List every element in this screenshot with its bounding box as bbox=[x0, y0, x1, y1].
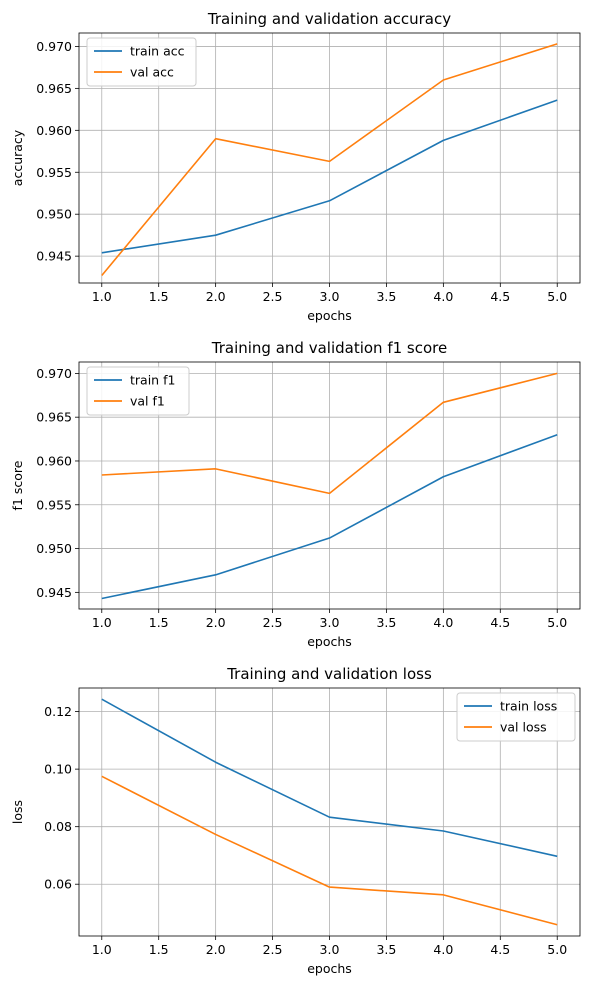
y-tick-label: 0.965 bbox=[36, 410, 72, 425]
y-tick-label: 0.955 bbox=[36, 497, 72, 512]
x-tick-label: 3.0 bbox=[320, 289, 340, 304]
legend: train loss val loss bbox=[456, 692, 576, 742]
chart-panel-3: 1.0 1.5 2.0 2.5 3.0 3.5 4.0 4.5 5.0 0.06 0.08 0.10 0… bbox=[10, 665, 581, 976]
x-tick-label: 2.5 bbox=[263, 615, 283, 630]
x-tick-label: 3.5 bbox=[376, 289, 396, 304]
y-tick-label: 0.955 bbox=[36, 165, 72, 180]
x-tick-label: 4.0 bbox=[433, 615, 453, 630]
x-tick-label: 3.5 bbox=[376, 942, 396, 957]
legend: train acc val acc bbox=[86, 37, 197, 87]
x-tick-label: 4.5 bbox=[490, 289, 510, 304]
y-tick-label: 0.945 bbox=[36, 585, 72, 600]
series-line-1 bbox=[101, 698, 558, 858]
series-line-1 bbox=[101, 99, 558, 254]
y-tick-label: 0.06 bbox=[44, 877, 72, 892]
legend-box bbox=[86, 366, 190, 416]
chart-title: Training and validation accuracy bbox=[207, 10, 451, 28]
x-tick-label: 2.5 bbox=[263, 289, 283, 304]
x-tick-label: 1.0 bbox=[92, 289, 112, 304]
legend-label-2: val f1 bbox=[130, 394, 165, 409]
x-tick-label: 3.0 bbox=[320, 615, 340, 630]
x-tick-label: 2.0 bbox=[206, 289, 226, 304]
x-tick-label: 1.5 bbox=[149, 942, 169, 957]
series-line-2 bbox=[101, 775, 558, 926]
y-axis-label: accuracy bbox=[10, 129, 25, 186]
y-tick-label: 0.08 bbox=[44, 819, 72, 834]
y-tick-label: 0.970 bbox=[36, 39, 72, 54]
y-tick-label: 0.965 bbox=[36, 81, 72, 96]
x-tick-label: 5.0 bbox=[547, 942, 567, 957]
legend-label-1: train loss bbox=[500, 699, 557, 714]
legend-box bbox=[86, 37, 197, 87]
x-tick-label: 1.0 bbox=[92, 615, 112, 630]
x-tick-label: 2.0 bbox=[206, 615, 226, 630]
series-line-1 bbox=[101, 433, 558, 600]
x-tick-label: 3.0 bbox=[320, 942, 340, 957]
series-line-2 bbox=[101, 43, 558, 276]
series-line-2 bbox=[101, 372, 558, 495]
legend-label-1: train acc bbox=[130, 44, 185, 59]
x-tick-label: 4.5 bbox=[490, 942, 510, 957]
legend-label-2: val loss bbox=[500, 720, 547, 735]
y-tick-label: 0.12 bbox=[44, 704, 72, 719]
x-tick-label: 1.5 bbox=[149, 615, 169, 630]
x-tick-label: 5.0 bbox=[547, 289, 567, 304]
x-tick-label: 4.0 bbox=[433, 942, 453, 957]
x-tick-label: 2.0 bbox=[206, 942, 226, 957]
y-tick-label: 0.960 bbox=[36, 453, 72, 468]
y-tick-label: 0.970 bbox=[36, 366, 72, 381]
x-tick-label: 3.5 bbox=[376, 615, 396, 630]
x-axis-label: epochs bbox=[307, 308, 352, 323]
x-tick-label: 4.5 bbox=[490, 615, 510, 630]
y-tick-label: 0.950 bbox=[36, 541, 72, 556]
x-axis-label: epochs bbox=[307, 961, 352, 976]
y-tick-label: 0.10 bbox=[44, 762, 72, 777]
legend-label-2: val acc bbox=[130, 65, 174, 80]
chart-panel-2: 1.0 1.5 2.0 2.5 3.0 3.5 4.0 4.5 5.0 0.945 0.950 0.9… bbox=[10, 339, 581, 649]
y-axis-label: loss bbox=[10, 800, 25, 824]
chart-panel-1: 1.0 1.5 2.0 2.5 3.0 3.5 4.0 4.5 5.0 0.945 0.950 0.9… bbox=[10, 10, 581, 323]
x-tick-label: 5.0 bbox=[547, 615, 567, 630]
x-tick-label: 1.5 bbox=[149, 289, 169, 304]
y-tick-label: 0.945 bbox=[36, 249, 72, 264]
legend: train f1 val f1 bbox=[86, 366, 190, 416]
legend-box bbox=[456, 692, 576, 742]
y-axis-label: f1 score bbox=[10, 460, 25, 510]
y-tick-label: 0.960 bbox=[36, 123, 72, 138]
x-tick-label: 1.0 bbox=[92, 942, 112, 957]
chart-title: Training and validation loss bbox=[226, 665, 432, 683]
legend-label-1: train f1 bbox=[130, 373, 175, 388]
x-axis-label: epochs bbox=[307, 634, 352, 649]
x-tick-label: 4.0 bbox=[433, 289, 453, 304]
y-tick-label: 0.950 bbox=[36, 207, 72, 222]
chart-title: Training and validation f1 score bbox=[211, 339, 447, 357]
x-tick-label: 2.5 bbox=[263, 942, 283, 957]
